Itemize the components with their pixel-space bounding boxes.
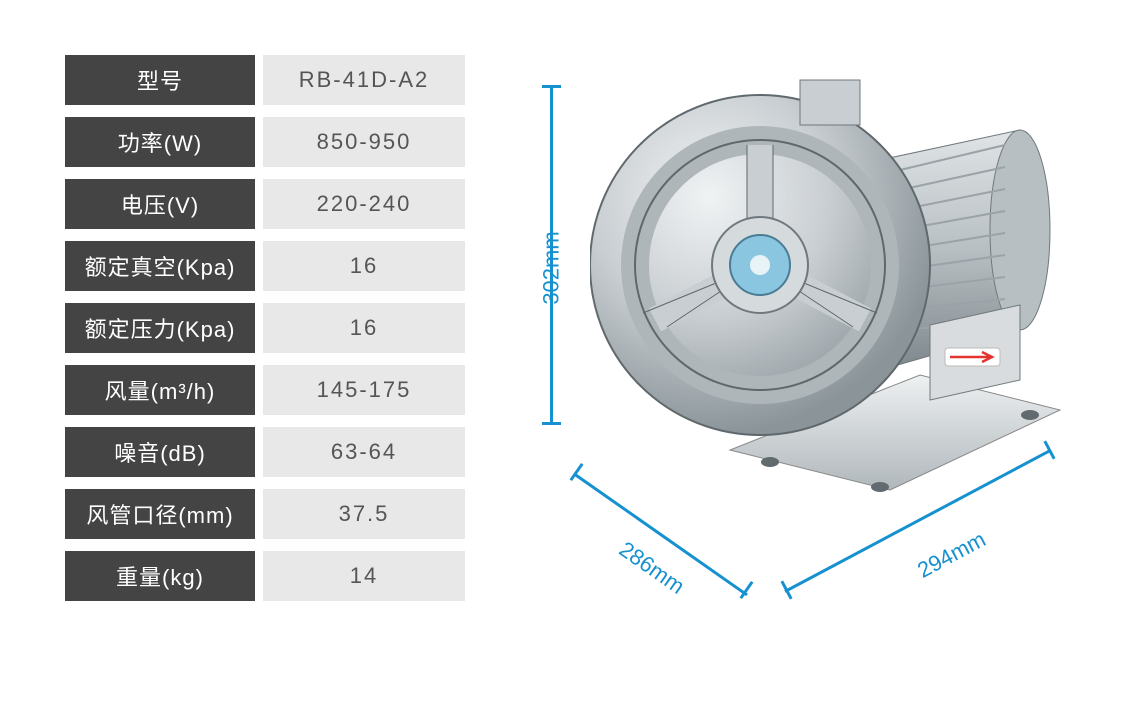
- spec-label: 功率(W): [65, 117, 255, 167]
- spec-row: 功率(W)850-950: [65, 117, 465, 167]
- dim-height-tick: [542, 85, 561, 88]
- spec-value: RB-41D-A2: [263, 55, 465, 105]
- spec-label: 电压(V): [65, 179, 255, 229]
- spec-value: 850-950: [263, 117, 465, 167]
- spec-label: 额定压力(Kpa): [65, 303, 255, 353]
- spec-value: 220-240: [263, 179, 465, 229]
- spec-value: 16: [263, 303, 465, 353]
- spec-value: 16: [263, 241, 465, 291]
- spec-label: 风管口径(mm): [65, 489, 255, 539]
- spec-value: 37.5: [263, 489, 465, 539]
- spec-row: 额定真空(Kpa)16: [65, 241, 465, 291]
- spec-row: 型号RB-41D-A2: [65, 55, 465, 105]
- spec-label: 型号: [65, 55, 255, 105]
- spec-label: 噪音(dB): [65, 427, 255, 477]
- dim-height-label: 302mm: [539, 231, 565, 304]
- spec-row: 风管口径(mm)37.5: [65, 489, 465, 539]
- spec-row: 噪音(dB)63-64: [65, 427, 465, 477]
- product-diagram: 302mm: [530, 60, 1090, 640]
- dim-height-tick: [542, 422, 561, 425]
- spec-table: 型号RB-41D-A2功率(W)850-950电压(V)220-240额定真空(…: [65, 55, 465, 601]
- spec-row: 风量(m³/h)145-175: [65, 365, 465, 415]
- spec-label: 额定真空(Kpa): [65, 241, 255, 291]
- spec-row: 额定压力(Kpa)16: [65, 303, 465, 353]
- spec-row: 重量(kg)14: [65, 551, 465, 601]
- spec-value: 14: [263, 551, 465, 601]
- blower-illustration: [590, 70, 1070, 500]
- spec-value: 63-64: [263, 427, 465, 477]
- spec-label: 风量(m³/h): [65, 365, 255, 415]
- spec-row: 电压(V)220-240: [65, 179, 465, 229]
- spec-value: 145-175: [263, 365, 465, 415]
- spec-label: 重量(kg): [65, 551, 255, 601]
- dim-depth-label: 294mm: [913, 526, 990, 583]
